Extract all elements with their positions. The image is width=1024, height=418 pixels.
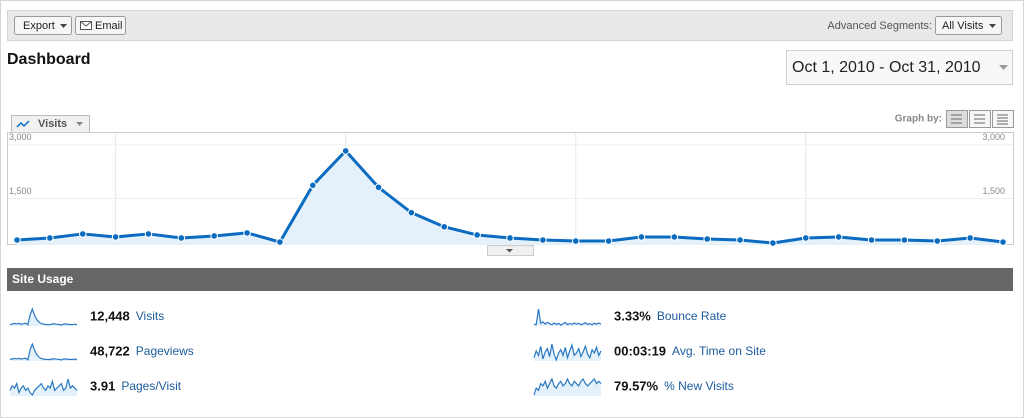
y-tick-label: 3,000: [9, 132, 32, 142]
point: [999, 238, 1007, 246]
segment-select[interactable]: All Visits: [935, 16, 1002, 35]
y-tick-label: 1,500: [982, 186, 1005, 196]
expander-arrow: [506, 249, 513, 253]
select-frame: [935, 16, 1002, 35]
point: [571, 237, 580, 245]
tab-icon: [16, 120, 30, 128]
point: [111, 233, 120, 241]
metric-value: 3.91: [90, 378, 115, 393]
dropdown-arrow: [999, 65, 1008, 70]
section-bar: [7, 268, 1013, 291]
chart-expander[interactable]: [487, 245, 534, 256]
section-title: Site Usage: [12, 272, 74, 286]
point: [769, 239, 777, 247]
select-label: All Visits: [942, 20, 984, 32]
y-tick-label: 3,000: [982, 132, 1005, 142]
point: [177, 234, 186, 242]
export-button[interactable]: Export: [14, 16, 72, 35]
point: [834, 233, 843, 241]
point: [440, 223, 449, 231]
sparkline: [533, 343, 602, 362]
point: [637, 233, 646, 241]
point: [46, 234, 54, 242]
metric-label[interactable]: Visits: [136, 309, 164, 323]
point: [473, 231, 481, 239]
point: [604, 237, 613, 245]
metric-value: 00:03:19: [614, 343, 666, 358]
segments-label: Advanced Segments:: [827, 20, 932, 32]
sparkline: [533, 308, 602, 326]
envelope-flap: [80, 21, 92, 27]
metric-value: 3.33%: [614, 308, 651, 323]
page-title: Dashboard: [7, 51, 91, 68]
metric-label[interactable]: Pageviews: [136, 344, 194, 358]
point: [374, 183, 383, 192]
point: [506, 234, 514, 242]
toolbar: [7, 10, 1013, 41]
graph-by-icons: [951, 114, 1008, 125]
metric-label[interactable]: Bounce Rate: [657, 309, 727, 323]
sparkline: [533, 377, 602, 396]
metric-label[interactable]: Avg. Time on Site: [672, 344, 766, 358]
metric-label[interactable]: % New Visits: [664, 379, 734, 393]
graph-by-month[interactable]: [992, 110, 1014, 128]
sparkline-area: [534, 344, 601, 361]
sparkline-area: [534, 309, 601, 326]
metric-tab[interactable]: Visits: [11, 115, 90, 133]
point: [933, 237, 942, 245]
metric-value: 12,448: [90, 308, 130, 323]
date-range-picker[interactable]: Oct 1, 2010 - Oct 31, 2010: [786, 50, 1013, 85]
y-tick-label: 1,500: [9, 186, 32, 196]
point: [309, 181, 317, 190]
dropdown-arrow: [989, 24, 996, 28]
button-label: Email: [95, 20, 123, 32]
point: [670, 233, 679, 241]
point: [539, 236, 547, 244]
point: [243, 229, 251, 237]
point: [900, 236, 909, 244]
sparkline-area: [10, 379, 77, 396]
button-label: Export: [23, 20, 55, 32]
plot-area: 1,500 1,500 3,000 3,000: [8, 132, 1013, 247]
point: [407, 208, 416, 217]
point: [13, 236, 21, 244]
metric-label[interactable]: Pages/Visit: [121, 379, 181, 393]
point: [736, 236, 744, 244]
sparkline: [9, 378, 78, 397]
chart-frame: [7, 132, 1014, 245]
point: [966, 234, 974, 242]
picker-frame: [786, 50, 1013, 85]
point: [341, 147, 350, 155]
graph-by-buttons: [946, 110, 1014, 128]
metrics: 12,448 Visits 3.33% Bounce Rate 48,722 Pagevi…: [9, 307, 766, 397]
point: [867, 236, 876, 244]
date-range: Oct 1, 2010 - Oct 31, 2010: [792, 59, 981, 76]
graph-by-label: Graph by:: [895, 114, 942, 125]
metric-value: 48,722: [90, 343, 130, 358]
sparkline: [9, 307, 78, 326]
dropdown-arrow: [76, 122, 83, 126]
sparkline-area: [534, 379, 601, 396]
point: [78, 230, 87, 238]
point: [210, 232, 218, 240]
point: [703, 235, 712, 243]
point: [144, 230, 153, 238]
dropdown-arrow: [60, 24, 67, 28]
point: [802, 234, 810, 242]
metric-value: 79.57%: [614, 378, 659, 393]
button-frame: [14, 16, 72, 35]
tab-label: Visits: [38, 118, 67, 130]
email-button[interactable]: Email: [75, 16, 126, 35]
point: [276, 238, 284, 246]
sparkline: [9, 342, 78, 361]
